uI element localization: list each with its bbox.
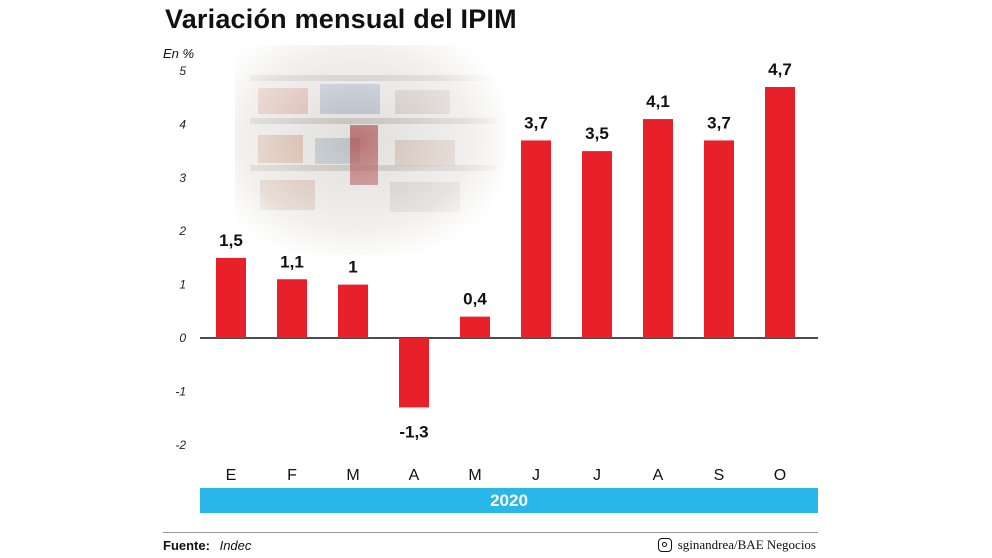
bar	[460, 316, 490, 338]
y-tick-label: 4	[179, 117, 186, 131]
y-tick-label: 3	[179, 171, 186, 185]
bar-value-label: 1	[348, 258, 357, 277]
x-category-label: A	[653, 467, 664, 484]
chart-title: Variación mensual del IPIM	[165, 4, 517, 34]
x-category-label: M	[468, 467, 481, 484]
bar-value-label: -1,3	[399, 422, 428, 441]
x-category-label: S	[714, 467, 725, 484]
bar	[338, 284, 368, 338]
bar	[277, 279, 307, 338]
source-value: Indec	[219, 538, 252, 553]
bar-value-label: 1,1	[280, 252, 304, 271]
source: Fuente: Indec	[163, 538, 251, 553]
bar	[582, 151, 612, 338]
bar	[704, 140, 734, 338]
y-tick-label: 0	[179, 331, 186, 345]
bar-value-label: 0,4	[463, 290, 487, 309]
x-category-label: J	[593, 467, 601, 484]
bar	[521, 140, 551, 338]
y-tick-label: -1	[175, 384, 186, 398]
y-tick-label: 2	[178, 224, 186, 238]
y-tick-label: 1	[179, 278, 186, 292]
credit: sginandrea/BAE Negocios	[657, 537, 816, 553]
x-category-label: E	[226, 467, 237, 484]
x-category-label: A	[409, 467, 420, 484]
background-photo	[235, 45, 505, 255]
bar	[765, 87, 795, 339]
bar-value-label: 4,7	[768, 60, 792, 79]
bar-value-label: 3,5	[585, 124, 609, 143]
y-tick-label: 5	[179, 64, 186, 78]
bar	[643, 119, 673, 338]
bar	[216, 257, 246, 338]
year-band: 2020	[200, 488, 818, 513]
bar	[399, 338, 429, 408]
x-category-label: M	[346, 467, 359, 484]
bar-value-label: 4,1	[646, 92, 670, 111]
y-tick-label: -2	[175, 438, 186, 452]
footer-divider	[163, 532, 818, 533]
y-axis-unit: En %	[163, 46, 195, 61]
instagram-icon	[657, 538, 672, 552]
x-category-label: F	[287, 467, 297, 484]
bar-value-label: 3,7	[524, 113, 548, 132]
bar-value-label: 1,5	[219, 231, 243, 250]
source-label: Fuente:	[163, 538, 210, 553]
credit-text: sginandrea/BAE Negocios	[677, 537, 816, 552]
bar-value-label: 3,7	[707, 113, 731, 132]
x-category-label: O	[774, 467, 786, 484]
x-category-label: J	[532, 467, 540, 484]
